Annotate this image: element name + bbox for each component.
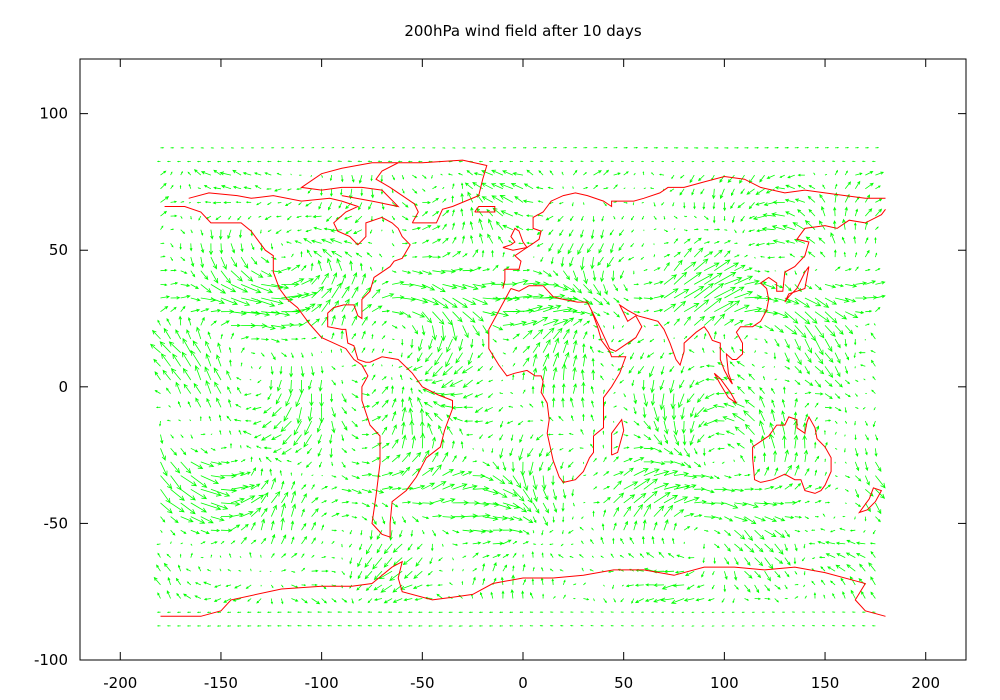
x-tick-label: 0 [518,674,528,692]
wind-vector-arrows [150,146,886,627]
y-tick-label: -50 [44,514,69,532]
y-tick-label: 100 [39,105,68,123]
x-tick-label: 50 [614,674,633,692]
x-tick-label: 100 [710,674,739,692]
coastline-5 [752,415,832,494]
coastline-1 [375,159,488,224]
wind-vectors [150,146,886,627]
coastline-8 [611,418,625,456]
x-tick-label: 150 [811,674,840,692]
coastline-0 [164,192,453,538]
coastline-6 [713,372,737,404]
coastline-13 [300,162,400,208]
coastline-7 [784,266,810,303]
x-tick-label: 200 [911,674,940,692]
coastline-10 [160,560,886,617]
coastline-4 [591,208,886,385]
coastline-9 [857,487,883,514]
y-tick-label: -100 [34,651,68,669]
x-tick-label: -150 [204,674,238,692]
coastline-3 [488,285,627,483]
x-tick-label: -50 [410,674,435,692]
x-tick-label: -100 [305,674,339,692]
x-axis: -200 -150 -100 -50 0 50 100 150 200 [103,59,940,692]
coastline-11 [502,227,528,251]
x-tick-label: -200 [103,674,137,692]
y-tick-label: 0 [58,378,68,396]
y-tick-label: 50 [49,241,68,259]
coastline-2 [502,175,886,289]
y-axis: -100 -50 0 50 100 [34,105,966,669]
coastline-12 [474,206,496,213]
coastlines [160,159,886,617]
chart-title: 200hPa wind field after 10 days [404,22,642,40]
